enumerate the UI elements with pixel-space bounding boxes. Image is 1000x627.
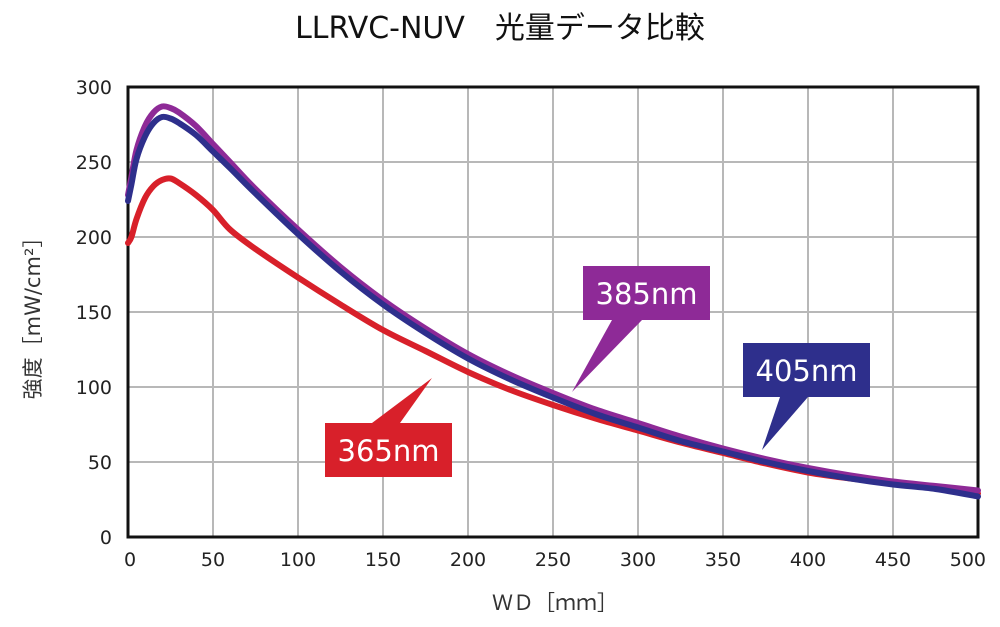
y-tick-label: 200	[76, 227, 112, 249]
y-tick-label: 100	[76, 377, 112, 399]
x-tick-label: 250	[535, 549, 571, 571]
y-tick-labels: 0 50 100 150 200 250 300	[76, 77, 112, 549]
callouts: 385nm 405nm 365nm	[325, 266, 870, 477]
y-tick-label: 250	[76, 152, 112, 174]
y-tick-label: 150	[76, 302, 112, 324]
x-tick-label: 150	[365, 549, 401, 571]
x-tick-label: 50	[201, 549, 225, 571]
x-tick-label: 100	[280, 549, 316, 571]
series-line-405nm	[125, 113, 981, 500]
callout-label: 385nm	[596, 277, 698, 311]
callout-365nm: 365nm	[325, 378, 452, 477]
callout-box	[743, 343, 870, 397]
series-lines	[125, 103, 981, 500]
plot-frame	[126, 85, 980, 539]
x-tick-label: 500	[950, 549, 986, 571]
callout-box	[325, 423, 452, 477]
callout-385nm: 385nm	[572, 266, 710, 392]
x-tick-label: 350	[705, 549, 741, 571]
y-axis-label: 強度［mW/cm²］	[21, 227, 45, 400]
callout-label: 405nm	[756, 354, 858, 388]
callout-label: 365nm	[338, 434, 440, 468]
x-axis-label: ＷＤ［ｍｍ］	[492, 591, 618, 615]
grid	[127, 86, 979, 538]
y-tick-label: 50	[88, 452, 112, 474]
callout-405nm: 405nm	[743, 343, 870, 450]
x-tick-label: 400	[790, 549, 826, 571]
callout-pointer	[372, 378, 432, 423]
callout-pointer	[762, 397, 808, 450]
x-tick-labels: 0 50 100 150 200 250 300 350 400 450 500	[124, 549, 986, 571]
x-tick-label: 0	[124, 549, 136, 571]
y-tick-label: 0	[100, 527, 112, 549]
callout-box	[583, 266, 710, 320]
x-tick-label: 450	[875, 549, 911, 571]
x-tick-label: 300	[620, 549, 656, 571]
x-tick-label: 200	[450, 549, 486, 571]
y-tick-label: 300	[76, 77, 112, 99]
callout-pointer	[572, 320, 642, 392]
chart-title: LLRVC-NUV 光量データ比較	[295, 11, 705, 46]
